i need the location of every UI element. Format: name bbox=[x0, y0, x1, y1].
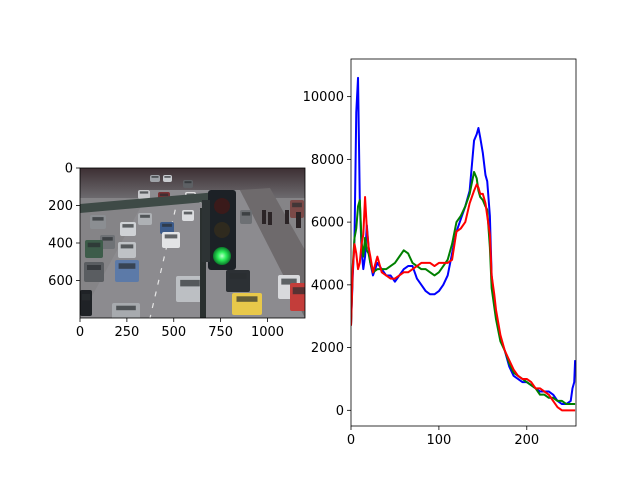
photo-car-windshield bbox=[151, 176, 159, 178]
photo-car-windshield bbox=[81, 293, 91, 301]
photo-x-tick-label: 0 bbox=[76, 325, 84, 340]
photo-car-windshield bbox=[122, 224, 134, 228]
photo-car-windshield bbox=[236, 296, 258, 302]
histogram-x-tick-label: 200 bbox=[514, 433, 539, 448]
photo-signal-backplate bbox=[202, 200, 210, 262]
photo-y-tick-label: 400 bbox=[48, 237, 73, 252]
photo-cars bbox=[80, 175, 305, 318]
photo-y-tick-label: 0 bbox=[65, 162, 73, 177]
photo-pedestrians bbox=[262, 210, 301, 228]
histogram-y-tick-label: 4000 bbox=[311, 278, 344, 293]
histogram-lines bbox=[351, 76, 576, 412]
photo-car-windshield bbox=[92, 217, 104, 221]
photo-car-windshield bbox=[164, 176, 171, 178]
histogram-y-tick-label: 0 bbox=[336, 404, 344, 419]
histogram-y-tick-label: 2000 bbox=[311, 341, 344, 356]
photo-signal-pole bbox=[200, 208, 206, 318]
photo-car-windshield bbox=[116, 305, 136, 311]
photo-x-tick-label: 250 bbox=[114, 325, 139, 340]
photo-car-windshield bbox=[292, 287, 305, 295]
histogram-frame bbox=[350, 58, 577, 427]
photo-car-windshield bbox=[87, 265, 101, 270]
photo-signal-green-lamp bbox=[213, 247, 231, 265]
photo-y-tick-label: 600 bbox=[48, 274, 73, 289]
photo-car-windshield bbox=[118, 263, 136, 269]
photo-car-windshield bbox=[281, 278, 297, 285]
photo-car-windshield bbox=[164, 234, 178, 239]
photo-panel bbox=[80, 168, 305, 318]
photo-car-windshield bbox=[140, 214, 150, 218]
photo-car-windshield bbox=[183, 211, 193, 215]
photo-x-tick-label: 1000 bbox=[251, 325, 284, 340]
photo-car-windshield bbox=[139, 191, 149, 194]
photo-car-windshield bbox=[87, 242, 101, 248]
histogram-y-tick-label: 6000 bbox=[311, 216, 344, 231]
photo-car-windshield bbox=[159, 193, 169, 196]
photo-signal-amber-lamp bbox=[214, 222, 230, 238]
histogram-y-tick-label: 10000 bbox=[303, 90, 344, 105]
histogram-y-tick-label: 8000 bbox=[311, 153, 344, 168]
photo-signal-arm bbox=[80, 191, 220, 213]
photo-car-windshield bbox=[162, 223, 172, 227]
photo-car-windshield bbox=[102, 237, 113, 241]
histogram-series-1 bbox=[351, 170, 576, 406]
photo-axes: 0 250 500 750 1000 0 200 400 600 bbox=[48, 162, 284, 341]
histogram-series-2 bbox=[351, 183, 576, 412]
photo-x-tick-label: 500 bbox=[161, 325, 186, 340]
photo-car-windshield bbox=[120, 244, 134, 249]
photo-car-windshield bbox=[292, 202, 302, 208]
histogram-x-tick-label: 100 bbox=[426, 433, 451, 448]
photo-y-tick-label: 200 bbox=[48, 199, 73, 214]
photo-car-windshield bbox=[184, 181, 192, 184]
histogram-x-tick-label: 0 bbox=[347, 433, 355, 448]
photo-car-windshield bbox=[241, 212, 251, 216]
photo-car-windshield bbox=[180, 279, 200, 287]
histogram-series-0 bbox=[351, 76, 576, 406]
photo-x-tick-label: 750 bbox=[208, 325, 233, 340]
photo-car-windshield bbox=[229, 273, 247, 279]
photo-signal-red-lamp bbox=[214, 198, 230, 214]
